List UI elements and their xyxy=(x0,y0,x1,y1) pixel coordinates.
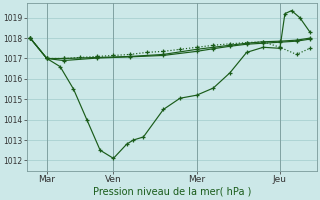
X-axis label: Pression niveau de la mer( hPa ): Pression niveau de la mer( hPa ) xyxy=(92,187,251,197)
